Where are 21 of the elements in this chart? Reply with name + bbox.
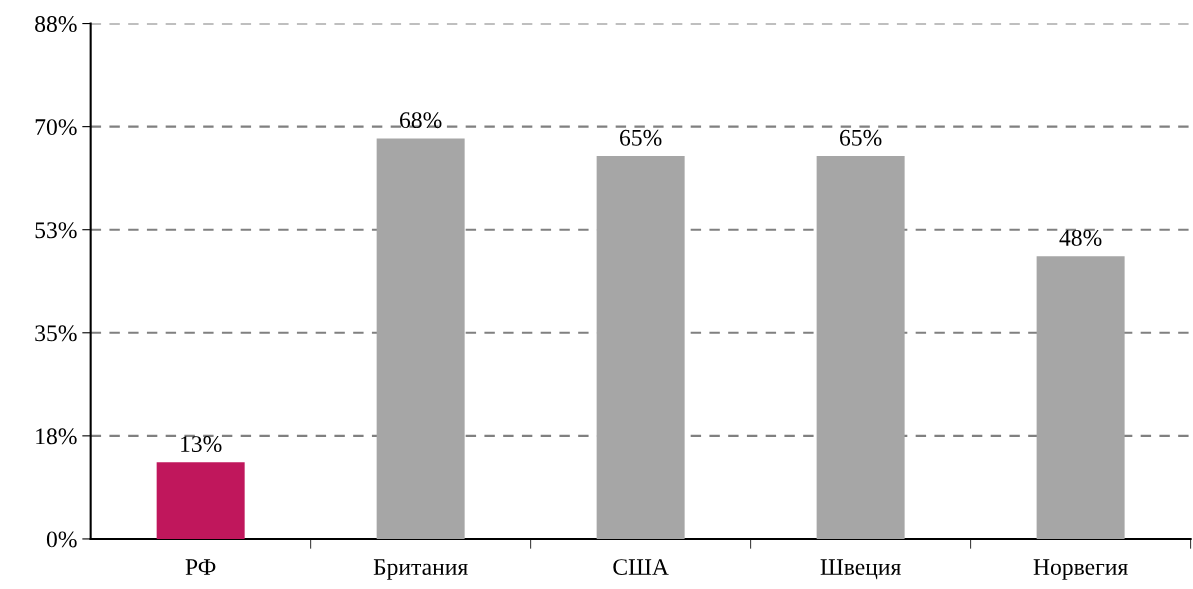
data-label: 65%: [840, 129, 882, 146]
bar: [596, 156, 685, 539]
bar: [376, 138, 465, 539]
y-tick-label: 70%: [35, 119, 77, 136]
bar: [156, 462, 245, 539]
x-tick-label: США: [613, 559, 669, 575]
bar: [1036, 256, 1125, 539]
x-tick-label: РФ: [185, 559, 216, 575]
x-tick-label: Британия: [373, 559, 468, 580]
data-label: 13%: [181, 436, 222, 453]
y-tick-label: 18%: [36, 428, 77, 445]
data-label: 68%: [400, 112, 442, 129]
x-tick-label: Норвегия: [1033, 559, 1128, 580]
data-label: 65%: [620, 129, 662, 146]
y-tick-label: 53%: [35, 222, 77, 239]
y-tick-label: 0%: [46, 531, 77, 548]
y-tick-label: 35%: [35, 325, 77, 342]
y-tick-label: 88%: [35, 16, 77, 33]
bar: [816, 156, 905, 539]
data-label: 48%: [1059, 229, 1102, 246]
x-tick-label: Швеция: [820, 559, 901, 580]
